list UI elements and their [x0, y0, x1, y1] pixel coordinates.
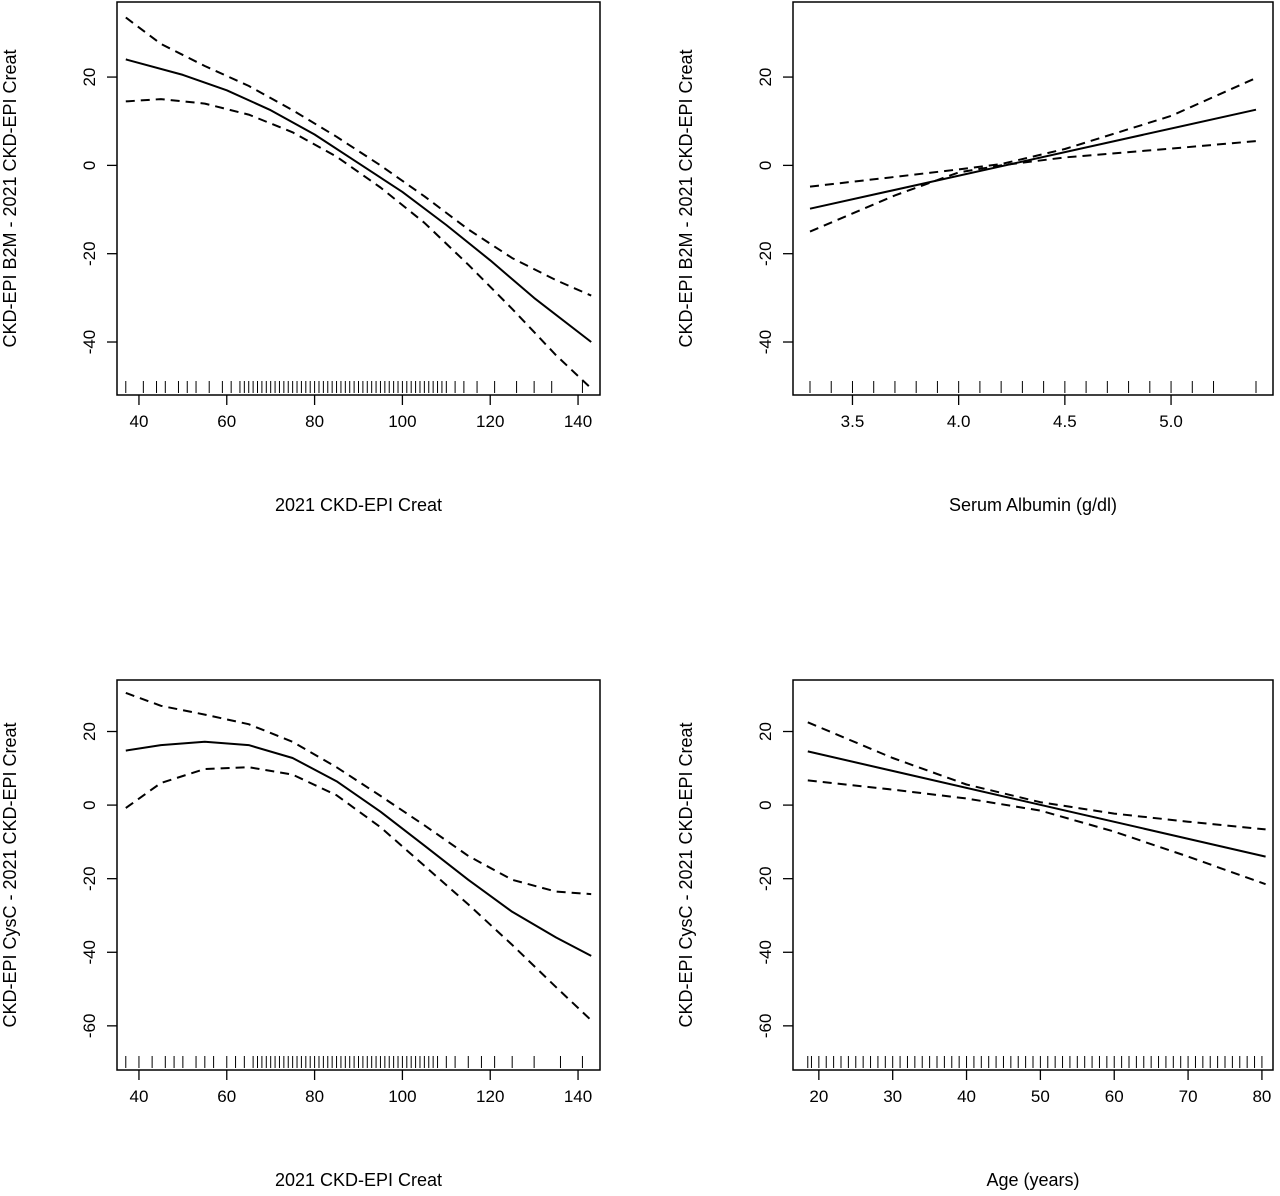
x-tick-label: 80: [305, 1087, 324, 1106]
x-tick-label: 60: [217, 412, 236, 431]
y-axis-title: CKD-EPI B2M - 2021 CKD-EPI Creat: [676, 49, 696, 347]
lower-ci-line: [125, 766, 592, 1022]
x-tick-label: 5.0: [1159, 412, 1183, 431]
x-tick-label: 20: [809, 1087, 828, 1106]
upper-ci-line: [125, 691, 592, 896]
y-tick-label: 20: [756, 722, 775, 741]
y-tick-label: -20: [756, 866, 775, 891]
x-tick-label: 50: [1031, 1087, 1050, 1106]
x-axis-title: 2021 CKD-EPI Creat: [275, 495, 442, 515]
panel-cysc-vs-age: 20 30 40 50 60 70 80 -60 -40 -20 0 20 Age (years) CKD…: [676, 679, 1274, 1190]
lower-ci-line: [809, 140, 1257, 233]
upper-ci-line: [125, 16, 592, 297]
plot-frame: [792, 679, 1274, 1071]
x-tick-label: 40: [129, 1087, 148, 1106]
plot-frame: [116, 679, 601, 1071]
x-tick-label: 70: [1179, 1087, 1198, 1106]
y-tick-label: -40: [756, 330, 775, 355]
y-tick-label: -40: [80, 940, 99, 965]
x-tick-label: 80: [305, 412, 324, 431]
x-axis-title: 2021 CKD-EPI Creat: [275, 1170, 442, 1190]
y-tick-label: 0: [756, 161, 775, 170]
x-tick-label: 4.0: [947, 412, 971, 431]
plot-frame: [116, 1, 601, 396]
x-tick-label: 100: [388, 412, 416, 431]
y-tick-label: 0: [80, 800, 99, 809]
y-tick-label: -20: [80, 866, 99, 891]
x-tick-label: 3.5: [841, 412, 865, 431]
panel-cysc-vs-creat: 40 60 80 100 120 140 -60 -40 -20 0 20 2021 CKD-EPI …: [0, 679, 601, 1190]
upper-ci-line: [807, 721, 1266, 831]
estimate-line: [809, 108, 1257, 210]
y-axis-title: CKD-EPI CysC - 2021 CKD-EPI Creat: [0, 722, 20, 1027]
x-tick-label: 140: [564, 1087, 592, 1106]
y-axis-title: CKD-EPI B2M - 2021 CKD-EPI Creat: [0, 49, 20, 347]
x-axis-title: Age (years): [986, 1170, 1079, 1190]
x-tick-label: 60: [1105, 1087, 1124, 1106]
y-tick-label: 20: [80, 722, 99, 741]
x-tick-label: 40: [129, 412, 148, 431]
upper-ci-line: [809, 77, 1257, 188]
x-axis-title: Serum Albumin (g/dl): [949, 495, 1117, 515]
y-tick-label: -40: [80, 330, 99, 355]
x-tick-label: 60: [217, 1087, 236, 1106]
x-tick-label: 80: [1252, 1087, 1271, 1106]
lower-ci-line: [125, 98, 592, 390]
y-tick-label: 0: [80, 161, 99, 170]
x-tick-label: 30: [883, 1087, 902, 1106]
x-tick-label: 100: [388, 1087, 416, 1106]
plot-frame: [792, 1, 1274, 396]
y-tick-label: -20: [80, 241, 99, 266]
estimate-line: [807, 750, 1266, 858]
estimate-line: [125, 58, 592, 343]
estimate-line: [125, 740, 592, 957]
x-tick-label: 140: [564, 412, 592, 431]
y-tick-label: 0: [756, 800, 775, 809]
y-axis-title: CKD-EPI CysC - 2021 CKD-EPI Creat: [676, 722, 696, 1027]
y-tick-label: -40: [756, 940, 775, 965]
y-tick-label: 20: [756, 68, 775, 87]
y-tick-label: 20: [80, 68, 99, 87]
x-tick-label: 4.5: [1053, 412, 1077, 431]
y-tick-label: -20: [756, 241, 775, 266]
panel-b2m-vs-albumin: 3.5 4.0 4.5 5.0 -40 -20 0 20 Serum Albumin (g/dl…: [676, 1, 1274, 515]
lower-ci-line: [807, 779, 1266, 886]
y-tick-label: -60: [756, 1014, 775, 1039]
x-tick-label: 120: [476, 1087, 504, 1106]
x-tick-label: 40: [957, 1087, 976, 1106]
y-tick-label: -60: [80, 1014, 99, 1039]
x-tick-label: 120: [476, 412, 504, 431]
panel-b2m-vs-creat: 40 60 80 100 120 140 -40 -20 0 20 2021 CKD-EPI Cre…: [0, 1, 601, 515]
